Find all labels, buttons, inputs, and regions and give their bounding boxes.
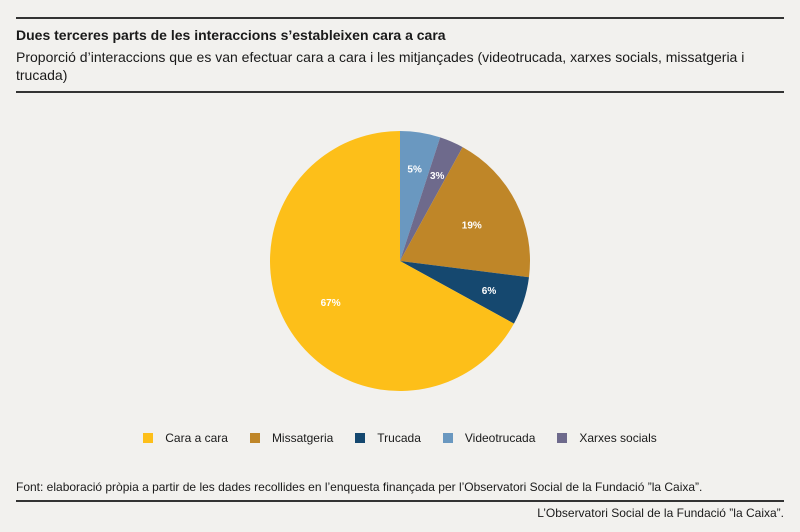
source-note: Font: elaboració pròpia a partir de les … [16, 480, 703, 494]
legend-swatch [355, 433, 366, 443]
legend-swatch [249, 433, 260, 443]
pie-labels: 5% 3% 19% 6% 67% [321, 165, 497, 309]
legend-swatch [557, 433, 568, 443]
legend-label: Missatgeria [271, 431, 334, 445]
legend-item-videotrucada: Videotrucada [442, 431, 536, 445]
pie-slice-videotrucada [400, 131, 441, 261]
legend-item-cara-a-cara: Cara a cara [143, 431, 228, 445]
legend-label: Trucada [377, 431, 421, 445]
credit-line: L’Observatori Social de la Fundació ”la … [537, 506, 784, 520]
slice-label-videotrucada: 5% [407, 165, 422, 176]
pie-chart: 5% 3% 19% 6% 67% [269, 131, 530, 391]
top-rule [16, 17, 784, 19]
legend-label: Videotrucada [464, 431, 536, 445]
legend-item-trucada: Trucada [355, 431, 421, 445]
slice-label-cara-a-cara: 67% [321, 298, 341, 309]
legend-label: Cara a cara [165, 431, 228, 445]
legend-label: Xarxes socials [579, 431, 657, 445]
pie-slice-cara-a-cara [269, 131, 514, 391]
slice-label-missatgeria: 19% [462, 220, 482, 231]
legend-swatch [143, 433, 154, 443]
pie-slice-missatgeria [400, 147, 530, 278]
header-rule [16, 91, 784, 93]
slice-label-xarxes-socials: 3% [430, 171, 445, 182]
chart-subtitle: Proporció d’interaccions que es van efec… [16, 49, 745, 83]
footer-rule [16, 500, 784, 502]
pie-slice-xarxes-socials [400, 137, 463, 261]
chart-legend: Cara a cara Missatgeria Trucada Videotrucad… [0, 431, 800, 445]
chart-title: Dues terceres parts de les interaccions … [16, 27, 446, 43]
legend-item-xarxes-socials: Xarxes socials [557, 431, 657, 445]
legend-item-missatgeria: Missatgeria [249, 431, 334, 445]
legend-swatch [442, 433, 453, 443]
slice-label-trucada: 6% [482, 286, 497, 297]
pie-slice-trucada [400, 261, 529, 324]
pie-slices [269, 131, 530, 391]
